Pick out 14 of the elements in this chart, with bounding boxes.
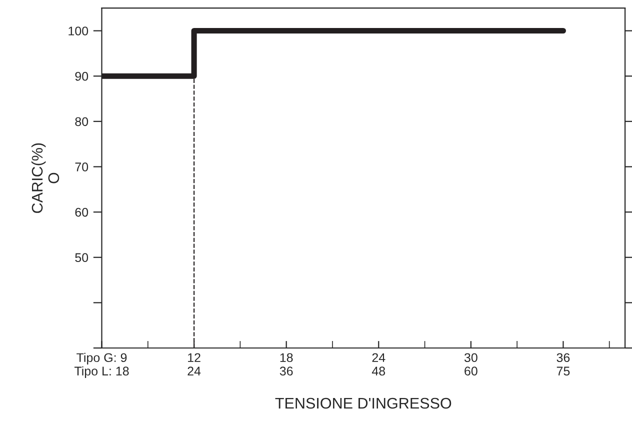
y-tick-label: 50 [75,253,88,262]
y-tick-label: 60 [75,208,88,217]
y-axis-title: CARIC(%) O [31,143,60,213]
y-tick-label: 100 [68,26,88,36]
x-tick-label: 12 24 [188,353,201,376]
x-tick-label: 30 60 [464,353,478,376]
x-tick-label: 18 36 [280,353,293,376]
y-tick-label: 90 [75,72,88,81]
x-axis-title: TENSIONE D'INGRESSO [275,398,452,409]
y-tick-label: 70 [75,162,88,172]
x-tick-label: 24 48 [372,353,386,376]
x-tick-label: Tipo G: 9 Tipo L: 18 [74,352,129,378]
x-tick-label: 36 75 [556,353,570,376]
y-tick-label: 80 [75,117,88,126]
